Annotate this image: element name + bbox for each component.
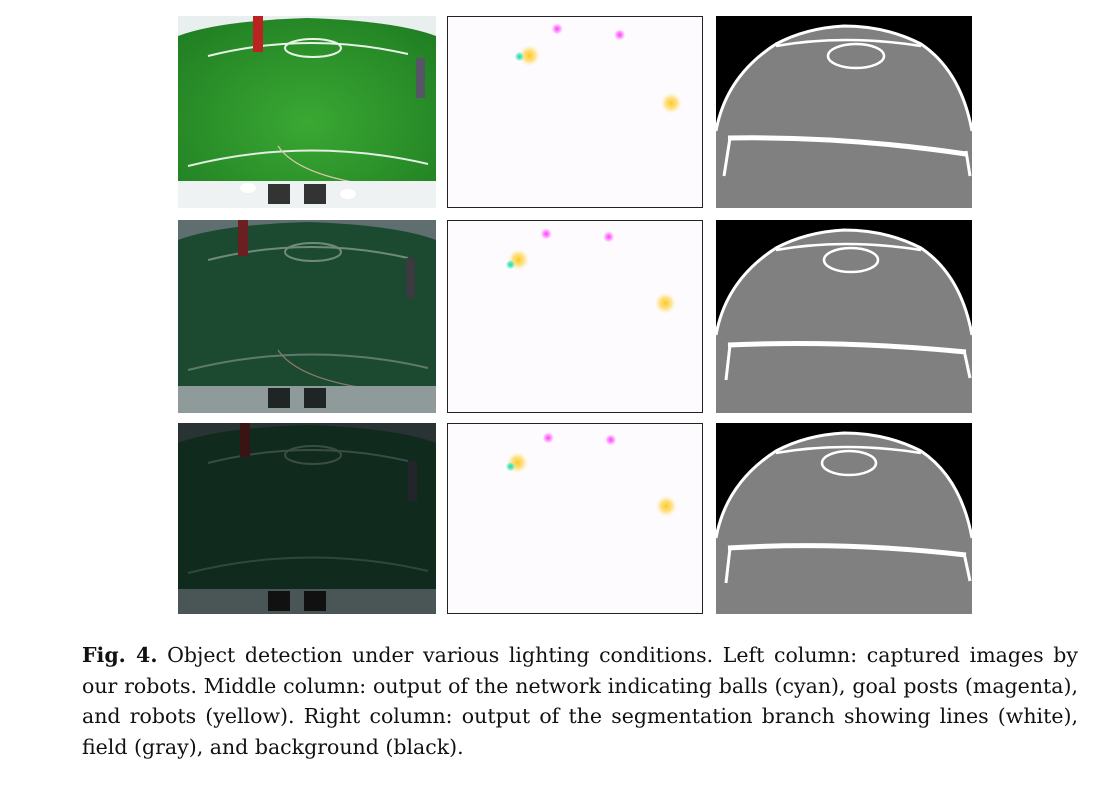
segmentation-output-dark [716,423,972,614]
robot-blob [518,44,541,67]
detection-output-dark [447,423,703,614]
figure-label: Fig. 4. [82,643,158,667]
ball-blob [505,259,516,270]
figure-caption: Fig. 4. Object detection under various l… [82,640,1078,762]
goal-post-blob [542,431,555,444]
figure-caption-text: Object detection under various lighting … [82,643,1078,759]
ball-blob [505,461,516,472]
goal-post-blob [613,28,626,41]
captured-image-dim [178,220,436,413]
goal-post-blob [604,433,617,446]
goal-post-blob [540,227,553,240]
robot-blob [654,292,677,315]
detection-output-bright [447,16,703,208]
robot-blob [655,495,678,518]
ball-blob [514,51,525,62]
captured-image-dark [178,423,436,614]
detection-output-dim [447,220,703,413]
goal-post-blob [551,22,564,35]
segmentation-output-bright [716,16,972,208]
segmentation-output-dim [716,220,972,413]
goal-post-blob [602,230,615,243]
figure-grid [178,16,972,614]
captured-image-bright [178,16,436,208]
robot-blob [660,92,683,114]
